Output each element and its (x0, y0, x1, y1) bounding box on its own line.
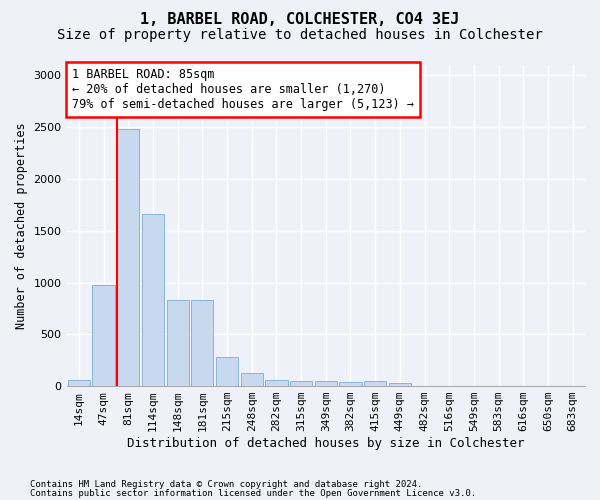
Bar (364, 382, 386, 386)
Bar (290, 381, 312, 386)
Bar (241, 373, 263, 386)
Text: Size of property relative to detached houses in Colchester: Size of property relative to detached ho… (57, 28, 543, 42)
Bar (68, 380, 90, 386)
Bar (265, 380, 287, 386)
X-axis label: Distribution of detached houses by size in Colchester: Distribution of detached houses by size … (127, 437, 524, 450)
Bar (191, 300, 214, 386)
Bar (142, 214, 164, 386)
Bar (92, 284, 115, 386)
Bar (389, 383, 411, 386)
Text: Contains HM Land Registry data © Crown copyright and database right 2024.: Contains HM Land Registry data © Crown c… (30, 480, 422, 489)
Text: 1 BARBEL ROAD: 85sqm
← 20% of detached houses are smaller (1,270)
79% of semi-de: 1 BARBEL ROAD: 85sqm ← 20% of detached h… (72, 68, 414, 111)
Bar (314, 382, 337, 386)
Text: 1, BARBEL ROAD, COLCHESTER, CO4 3EJ: 1, BARBEL ROAD, COLCHESTER, CO4 3EJ (140, 12, 460, 28)
Bar (167, 300, 189, 386)
Y-axis label: Number of detached properties: Number of detached properties (15, 122, 28, 329)
Bar (117, 129, 139, 386)
Bar (216, 357, 238, 386)
Bar (340, 382, 362, 386)
Text: Contains public sector information licensed under the Open Government Licence v3: Contains public sector information licen… (30, 490, 476, 498)
